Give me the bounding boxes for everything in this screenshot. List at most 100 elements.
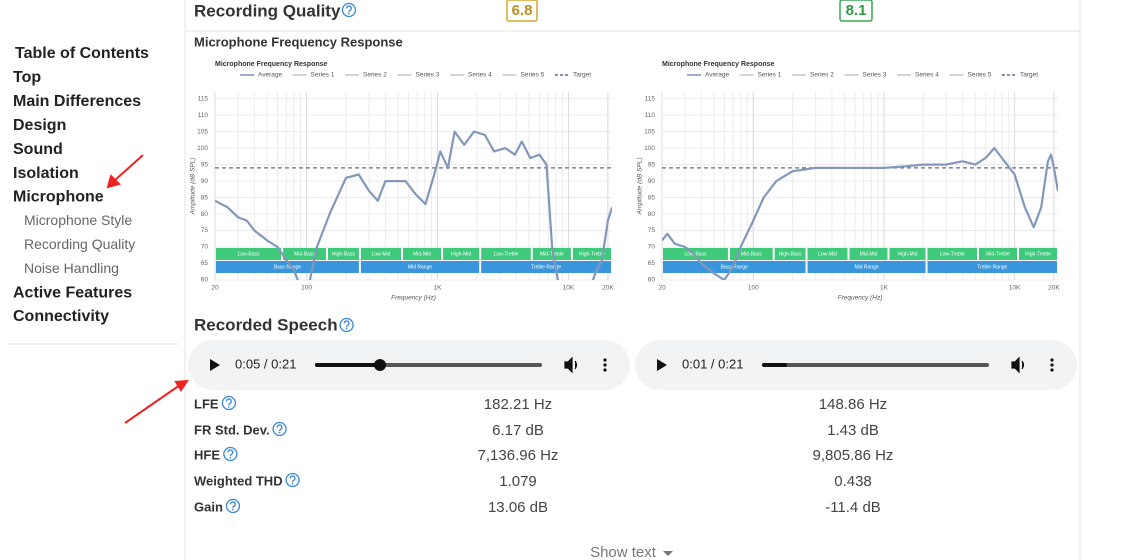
y-tick-label: 60 [648,277,656,284]
help-icon[interactable] [272,421,287,437]
help-icon[interactable] [285,472,300,488]
legend-label[interactable]: Series 1 [311,72,335,79]
legend-label[interactable]: Average [705,72,729,79]
legend-label[interactable]: Series 4 [915,72,939,79]
y-tick-label: 80 [648,211,656,218]
band-label: High-Bass [332,251,356,257]
y-tick-label: 95 [201,161,209,168]
band [532,248,571,260]
range [216,261,359,273]
help-icon[interactable] [223,446,238,462]
measurement-value: 0.438 [834,473,872,490]
play-button[interactable] [657,359,667,371]
toc-item[interactable]: Microphone [13,189,104,206]
measurement-value: 182.21 Hz [484,396,552,413]
y-tick-label: 110 [645,112,656,119]
band-label: Low-Mid [818,251,837,257]
help-glyph [276,424,283,432]
legend-label[interactable]: Average [258,72,282,79]
legend-label[interactable]: Series 2 [810,72,834,79]
help-icon[interactable] [221,395,237,411]
toc-subitem[interactable]: Recording Quality [24,236,135,252]
band [402,248,442,260]
menu-dot [603,368,607,372]
help-circle [272,421,287,437]
toc-subitem[interactable]: Microphone Style [24,212,132,228]
band [807,248,848,260]
help-icon[interactable] [225,498,241,514]
seek-knob[interactable] [374,359,386,371]
score-box [506,0,538,22]
range [663,261,806,273]
legend-label[interactable]: Target [573,72,591,79]
help-circle [285,472,300,488]
legend-label[interactable]: Series 5 [968,72,992,79]
help-circle [339,317,354,333]
toc-title: Table of Contents [15,45,149,62]
x-tick-label: 10K [1009,285,1021,292]
range-label: Treble Range [977,264,1007,270]
toc-item[interactable]: Connectivity [13,308,109,325]
volume-icon[interactable] [1011,356,1025,374]
y-tick-label: 105 [197,128,208,135]
band-label: High-Mid [898,251,918,257]
y-tick-label: 80 [201,211,209,218]
toc-item[interactable]: Active Features [13,284,132,301]
band [1019,248,1057,260]
measurement-label: LFE [194,396,219,411]
show-text[interactable]: Show text [590,544,657,560]
toc-item[interactable]: Sound [13,141,63,158]
y-tick-label: 110 [198,112,209,119]
y-tick-label: 100 [644,145,655,152]
measurement-value: 6.17 dB [492,422,544,439]
x-tick-label: 20 [658,285,666,292]
toc-subitem[interactable]: Noise Handling [24,260,119,276]
measurement-value: 13.06 dB [488,499,548,516]
measurement-value: -11.4 dB [825,499,881,516]
range-label: Mid Range [408,264,432,270]
band [979,248,1018,260]
legend-label[interactable]: Series 2 [363,72,387,79]
band [849,248,888,260]
help-dot [229,456,232,459]
range-label: Bass Range [274,264,301,270]
score: 8.1 [846,2,867,19]
y-tick-label: 70 [201,244,209,251]
help-circle [223,446,238,462]
y-tick-label: 90 [648,178,656,185]
band-label: High-Mid [451,251,471,257]
band [774,248,806,260]
help-icon[interactable] [341,2,357,18]
audio-player: 0:05 / 0:21 [188,340,630,390]
band-label: Low-Mid [371,251,390,257]
help-icon[interactable] [339,317,354,333]
legend-label[interactable]: Series 3 [416,72,440,79]
legend-label[interactable]: Series 1 [758,72,782,79]
y-tick-label: 85 [201,194,209,201]
help-glyph [346,5,352,13]
toc-item[interactable]: Design [13,117,66,134]
legend-label[interactable]: Series 5 [521,72,545,79]
help-dot [345,327,348,330]
chart-heading: Microphone Frequency Response [194,34,403,49]
help-circle [221,395,237,411]
toc-item[interactable]: Top [13,69,41,86]
legend-label[interactable]: Target [1020,72,1038,79]
volume-icon[interactable] [564,356,578,374]
band-label: Low-Treble [494,251,519,257]
x-axis-label: Frequency (Hz) [838,295,883,302]
band [216,248,282,260]
legend-label[interactable]: Series 3 [863,72,887,79]
play-button[interactable] [210,359,220,371]
toc-item[interactable]: Main Differences [13,93,141,110]
legend-label[interactable]: Series 4 [468,72,492,79]
x-tick-label: 1K [434,285,443,292]
measurement-label: HFE [194,447,220,462]
score: 6.8 [512,2,533,19]
band-label: Mid-Mid [413,251,431,257]
band-label: Mid-Bass [294,251,315,257]
y-tick-label: 95 [648,161,656,168]
help-circle [225,498,241,514]
toc-item[interactable]: Isolation [13,165,79,182]
x-tick-label: 20K [602,285,614,292]
